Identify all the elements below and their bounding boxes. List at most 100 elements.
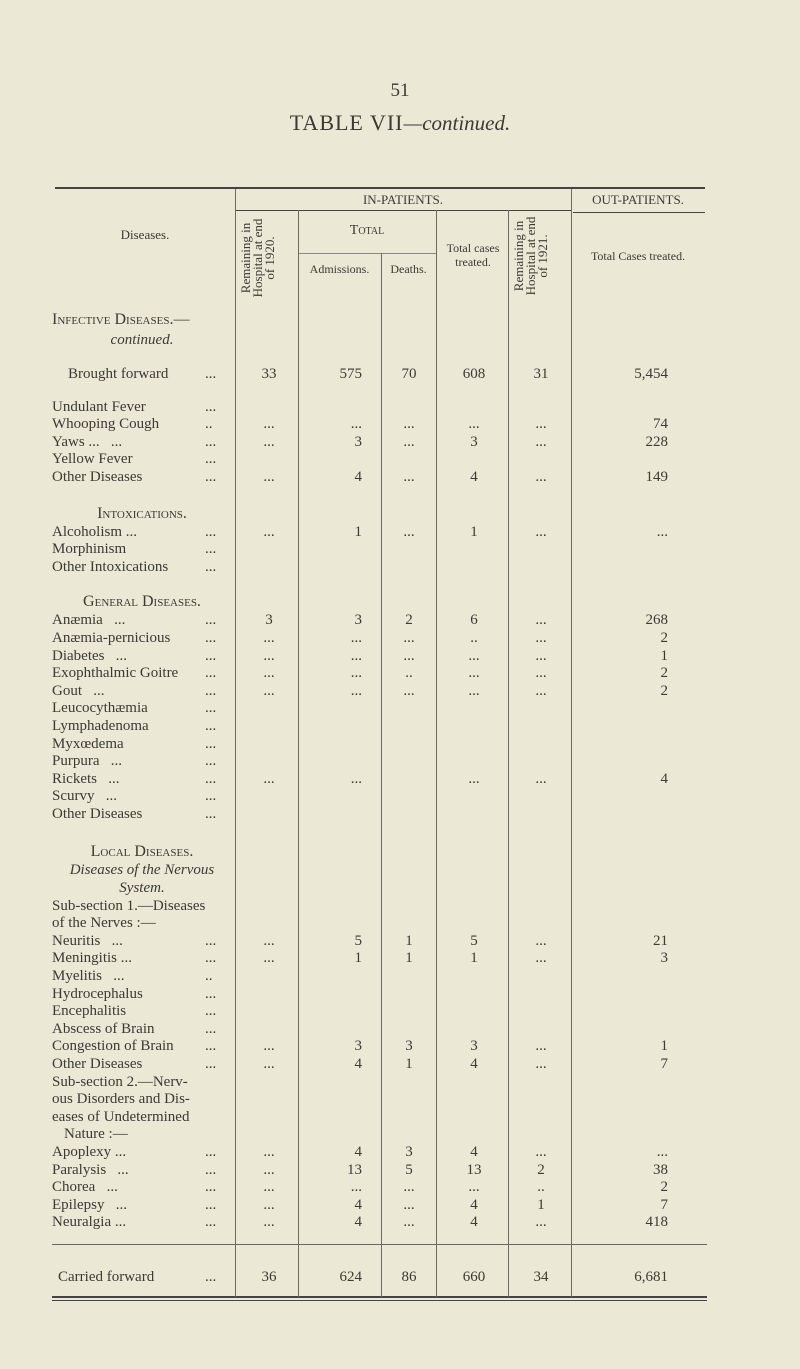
out-patients-rule [573, 212, 705, 213]
table-row: Brought forward... 33 575 70 608 31 5,454 [0, 366, 800, 384]
table-row: Yellow Fever... [0, 451, 800, 469]
row-label: Congestion of Brain [52, 1038, 174, 1055]
cell-remaining-end: ... [535, 1214, 547, 1231]
section-heading: Intoxications. [0, 504, 800, 524]
row-label: Epilepsy ... [52, 1196, 127, 1213]
cell-remaining-start: ... [263, 647, 275, 664]
table-row: Paralysis ......... 13 5 13 2 38 [0, 1162, 800, 1180]
section-title: Infective Diseases.— [52, 311, 190, 328]
cell-deaths: 3 [405, 1038, 413, 1055]
text-line: Sub-section 1.—Diseases [0, 898, 800, 916]
cell-deaths: ... [403, 1214, 415, 1231]
cell-out-total: 2 [660, 665, 669, 682]
cell-remaining-end: ... [535, 770, 547, 787]
cell-remaining-end: ... [535, 665, 547, 682]
cell-remaining-end: ... [535, 682, 547, 699]
header-diseases: Diseases. [120, 227, 170, 242]
table-row: Other Diseases...... 4... 4... 149 [0, 469, 800, 487]
cell-admissions: ... [350, 770, 362, 787]
cell-total-cases: ... [468, 647, 480, 664]
cell-out-total: 1 [660, 647, 669, 664]
row-label: Yaws ... ... [52, 433, 123, 450]
section-heading: Infective Diseases.— [0, 310, 800, 330]
cell-out-total: 74 [653, 416, 668, 433]
cell-deaths: ... [403, 647, 415, 664]
row-leader: .. [205, 968, 213, 985]
cell-remaining-start: 36 [261, 1269, 277, 1285]
cell-admissions: 5 [354, 932, 363, 949]
cell-total-cases: .. [470, 629, 478, 646]
row-label: Lymphadenoma [52, 717, 149, 734]
header-remaining-end: Remaining in Hospital at end of 1921. [511, 216, 550, 296]
cell-remaining-start: 33 [261, 366, 277, 382]
total-rule [298, 253, 436, 254]
section-heading: Local Diseases. [0, 842, 800, 862]
cell-deaths: ... [403, 523, 415, 540]
row-leader: ... [205, 1179, 217, 1196]
row-label: Anæmia ... [52, 612, 126, 629]
cell-total-cases: 3 [470, 1038, 478, 1055]
row-leader: ... [205, 717, 217, 734]
row-leader: ... [205, 612, 217, 629]
cell-deaths: 70 [401, 366, 417, 382]
row-label: Leucocythæmia [52, 700, 148, 717]
table-row: Anæmia-pernicious................. 2 [0, 630, 800, 648]
row-label: Other Diseases [52, 1056, 143, 1072]
bottom-rule-1 [52, 1296, 707, 1298]
table-row: Other Intoxications... [0, 559, 800, 577]
header-total-cases: Total cases treated. [446, 241, 500, 269]
row-leader: ... [205, 805, 217, 822]
row-label: Paralysis ... [52, 1161, 129, 1178]
cell-admissions: 4 [354, 1214, 363, 1231]
cell-total-cases: 608 [462, 366, 486, 382]
cell-remaining-end: 31 [533, 366, 549, 382]
row-label: Scurvy ... [52, 788, 117, 805]
row-label: Myxœdema [52, 735, 124, 752]
carried-rule [52, 1244, 707, 1245]
cell-admissions: 3 [354, 1038, 363, 1055]
cell-admissions: 4 [354, 468, 363, 485]
cell-out-total: 149 [645, 468, 669, 485]
spacer [0, 823, 800, 842]
table-row: Meningitis ......... 1 1 1... 3 [0, 950, 800, 968]
row-label: Alcoholism ... [52, 523, 137, 540]
cell-remaining-end: ... [535, 932, 547, 949]
cell-total-cases: 4 [470, 1196, 478, 1213]
cell-remaining-start: ... [263, 1038, 275, 1055]
cell-deaths: ... [403, 468, 415, 485]
row-leader: ... [205, 788, 217, 805]
subheading: continued. [0, 330, 800, 350]
row-leader: ... [205, 735, 217, 752]
cell-admissions: ... [350, 647, 362, 664]
row-label: Hydrocephalus [52, 985, 143, 1002]
row-label: Exophthalmic Goitre [52, 665, 179, 682]
table-title-suffix: —continued. [403, 111, 511, 135]
subheading-text: Diseases of the Nervous [69, 862, 215, 879]
table-row: Abscess of Brain... [0, 1021, 800, 1039]
row-label: Myelitis ... [52, 968, 125, 985]
cell-remaining-start: ... [263, 770, 275, 787]
text-line: Sub-section 2.—Nerv- [0, 1074, 800, 1092]
cell-admissions: ... [350, 682, 362, 699]
cell-remaining-start: ... [263, 1056, 275, 1072]
table-row: Scurvy ...... [0, 788, 800, 806]
cell-remaining-start: ... [263, 932, 275, 949]
page-number: 51 [390, 80, 410, 101]
cell-total-cases: ... [468, 416, 480, 433]
cell-total-cases: 5 [470, 932, 478, 949]
cell-total-cases: 1 [470, 523, 478, 540]
cell-deaths: 1 [405, 932, 413, 949]
table-row: Other Diseases... [0, 806, 800, 824]
row-leader: ... [205, 700, 217, 717]
section-title: General Diseases. [83, 593, 201, 611]
table-row: Alcoholism ......... 1... 1...... [0, 524, 800, 542]
cell-deaths: ... [403, 416, 415, 433]
row-leader: ... [205, 1214, 217, 1231]
table-row: Leucocythæmia... [0, 700, 800, 718]
table-row: Rickets .................. 4 [0, 771, 800, 789]
row-leader: ... [205, 1020, 217, 1037]
cell-deaths: ... [403, 1196, 415, 1213]
cell-remaining-start: ... [263, 629, 275, 646]
table-row: Undulant Fever... [0, 399, 800, 417]
row-label: Carried forward [58, 1269, 155, 1285]
